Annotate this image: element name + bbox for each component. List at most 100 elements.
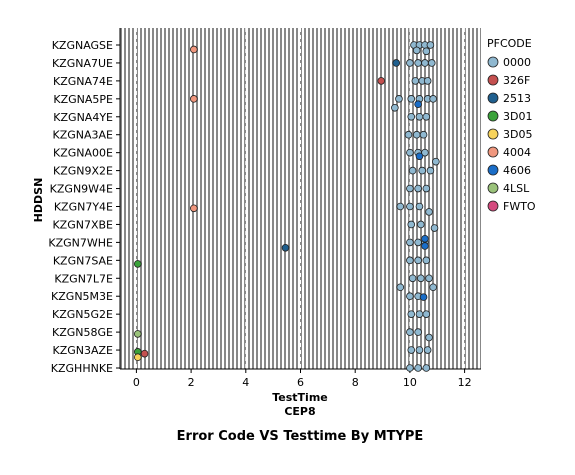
x-tick-label: 12 [458,376,472,389]
y-category-label: KZGN7Y4E [54,201,113,214]
legend-marker [487,146,499,158]
data-point [421,148,429,157]
legend-entry: 326F [503,74,530,87]
legend-marker [487,74,499,86]
data-point [422,112,431,121]
y-category-label: KZGN7XBE [52,218,113,231]
y-category-label: KZGNA7UE [52,57,113,70]
data-point [406,59,414,67]
data-point [423,346,432,354]
data-point [133,330,142,338]
x-tick-label: 10 [403,376,417,389]
data-point [415,346,424,354]
legend-marker [487,164,499,176]
x-tick-label: 4 [242,376,249,389]
data-point [406,328,414,336]
data-point [414,364,422,372]
y-category-label: KZGN5G2E [52,308,113,321]
data-point [425,333,433,342]
data-point [421,242,429,250]
x-axis-sublabel: CEP8 [284,405,315,418]
y-category-label: KZGN5M3E [51,290,113,303]
data-point [415,152,424,161]
data-point [395,95,403,103]
data-point [426,166,435,175]
data-point [396,283,405,292]
data-point [190,204,198,213]
data-point [190,45,198,54]
x-tick-label: 2 [188,376,195,389]
x-axis-label: TestTime [272,391,328,404]
x-tick-label: 0 [133,376,140,389]
y-category-label: KZGN9X2E [53,165,113,178]
y-category-labels: KZGNAGSE KZGNA7UE KZGNA74E KZGNA5PE KZGNA4YE… [48,39,120,375]
data-point [429,95,437,103]
legend-title: PFCODE [487,37,532,50]
chart-title: Error Code VS Testtime By MTYPE [177,429,424,444]
data-point [411,77,420,85]
data-point [419,130,428,139]
data-point [407,310,416,318]
data-point [421,235,429,243]
legend-entry: 4606 [503,164,531,177]
data-point [415,202,424,211]
data-point [406,256,414,265]
y-category-label: KZGN7SAE [53,254,113,267]
legend-entry: 4LSL [503,182,530,195]
legend-entry: 3D05 [503,128,532,141]
data-point [414,238,422,247]
legend-marker [487,92,499,104]
data-point [414,256,422,265]
data-point [421,59,429,67]
data-point [422,256,431,265]
legend: PFCODE 0000 326F 2513 3D01 3D05 4004 4606 4LSL FW… [487,37,536,213]
data-point [404,130,413,139]
y-category-label: KZGN58GE [52,326,113,339]
data-point [140,349,149,358]
plot-area [119,28,481,370]
x-tick-labels: 0 2 4 6 8 10 12 [133,369,472,389]
data-point [407,95,416,103]
data-point [422,310,431,318]
y-category-label: KZGNAGSE [52,39,113,52]
data-point [423,77,432,85]
data-point [377,77,385,85]
data-point [426,41,435,49]
data-point [391,104,399,112]
data-point [429,283,437,292]
legend-entry: 4004 [503,146,531,159]
legend-entry: 0000 [503,56,531,69]
data-point [406,364,414,372]
y-axis-label: HDDSN [32,178,45,223]
data-point [407,112,416,121]
data-point [133,260,142,268]
y-category-label: KZGN3AZE [52,344,113,357]
data-point [190,95,198,103]
data-point [425,274,433,283]
data-point [432,157,440,166]
y-category-label: KZGNA5PE [53,93,113,106]
data-point [407,220,416,229]
legend-entry: FWTO [503,200,536,213]
data-point [396,202,405,211]
data-point [427,59,436,67]
data-point [412,46,421,55]
legend-marker [487,128,499,140]
data-point [422,364,431,372]
data-point [415,310,424,318]
y-category-label: KZGN9W4E [50,183,113,196]
data-points [133,41,440,372]
data-point [414,100,422,109]
data-point [406,292,414,301]
data-point [425,208,433,216]
y-category-label: KZGN7L7E [54,272,113,285]
data-point [417,220,425,229]
data-point [406,202,414,211]
data-point [406,148,414,157]
data-point [414,184,422,193]
data-point [422,184,431,193]
data-point [422,47,431,56]
data-point [414,328,422,336]
legend-marker [487,110,499,122]
